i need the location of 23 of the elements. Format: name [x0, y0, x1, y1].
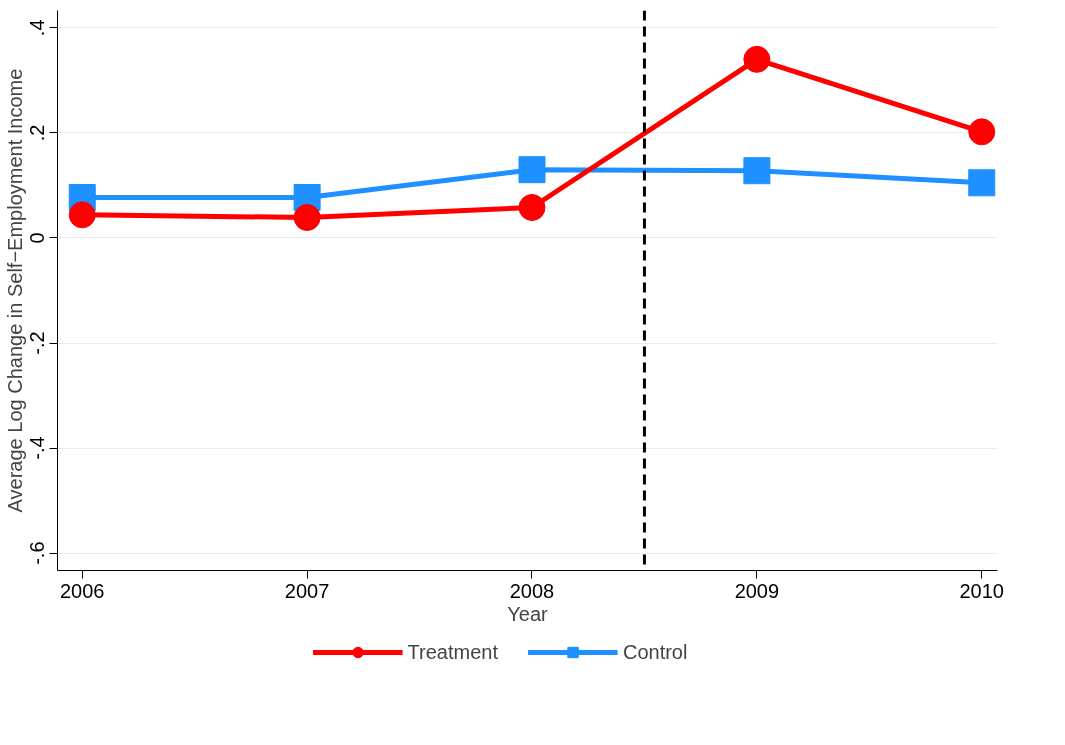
x-axis-title: Year — [507, 602, 549, 625]
point — [518, 194, 546, 221]
x-tick-label: 2006 — [59, 579, 105, 602]
point — [743, 157, 771, 185]
point — [743, 45, 771, 73]
x-tick-label: 2010 — [959, 579, 1005, 602]
y-tick-label: -.2 — [26, 331, 49, 355]
point — [68, 201, 96, 229]
point — [518, 156, 546, 184]
y-tick-label: .2 — [26, 124, 49, 142]
point — [968, 169, 996, 197]
y-tick-label: 0 — [26, 232, 49, 244]
y-tick-label: .4 — [26, 19, 49, 37]
x-tick-label: 2009 — [734, 579, 780, 602]
y-tick-label: -.4 — [26, 436, 49, 460]
legend-label: Control — [622, 639, 688, 665]
x-tick-label: 2008 — [509, 579, 555, 602]
x-tick-label: 2007 — [284, 579, 330, 602]
legend-label: Treatment — [407, 639, 498, 665]
point — [968, 118, 996, 146]
y-axis-title: Average Log Change in Self−Employment Income — [3, 68, 26, 513]
point — [293, 204, 321, 231]
y-tick-label: -.6 — [26, 541, 49, 565]
